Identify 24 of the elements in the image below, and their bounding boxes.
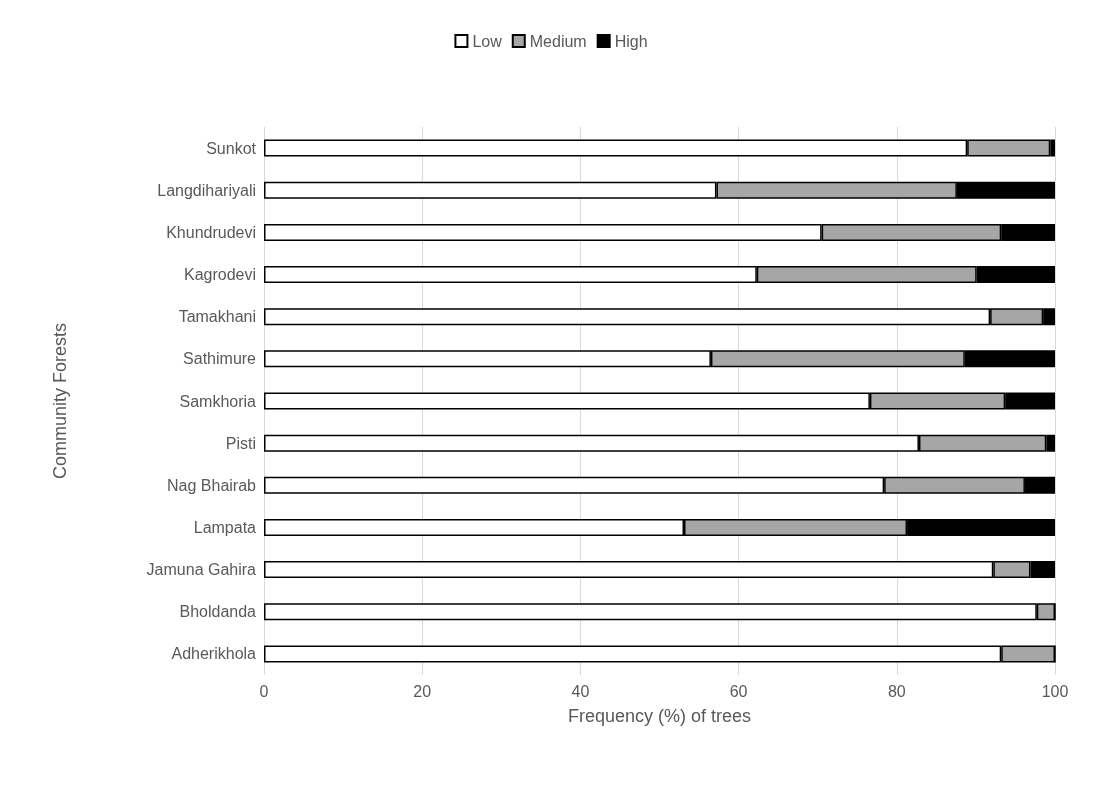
x-tick-label: 100 bbox=[1041, 682, 1069, 700]
y-tick-label: Jamuna Gahira bbox=[146, 561, 257, 579]
y-tick-label: Bholdanda bbox=[179, 603, 257, 621]
y-tick-label: Nag Bhairab bbox=[167, 476, 257, 494]
y-tick-label: Samkhoria bbox=[179, 392, 257, 410]
x-tick-label: 40 bbox=[571, 682, 590, 700]
y-tick-label: Tamakhani bbox=[178, 308, 256, 326]
x-axis-title: Frequency (%) of trees bbox=[567, 706, 752, 726]
x-tick-label: 20 bbox=[413, 682, 432, 700]
y-tick-label: Kagrodevi bbox=[183, 266, 256, 284]
x-tick-label: 60 bbox=[729, 682, 748, 700]
y-tick-label: Lampata bbox=[193, 518, 257, 536]
y-tick-label: Adherikhola bbox=[171, 645, 257, 663]
y-tick-label: Sathimure bbox=[183, 350, 257, 368]
y-tick-label: Khundrudevi bbox=[166, 223, 256, 241]
x-tick-label: 80 bbox=[887, 682, 906, 700]
legend-label: High bbox=[614, 32, 648, 50]
legend-label: Low bbox=[472, 32, 503, 50]
y-tick-label: Pisti bbox=[225, 434, 256, 452]
x-tick-label: 0 bbox=[259, 682, 269, 700]
y-axis-title: Community Forests bbox=[50, 322, 70, 480]
y-tick-label: Langdihariyali bbox=[157, 181, 256, 199]
y-tick-label: Sunkot bbox=[206, 139, 257, 157]
legend-label: Medium bbox=[529, 32, 587, 50]
